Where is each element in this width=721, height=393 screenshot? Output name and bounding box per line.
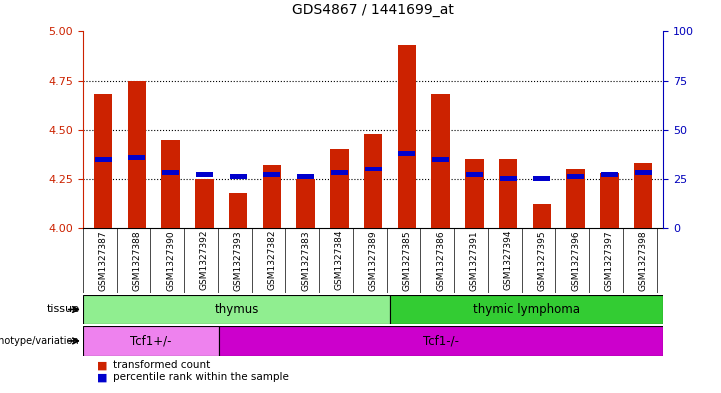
Bar [500,176,516,181]
Bar [219,326,663,356]
Bar [566,169,585,228]
Text: GSM1327384: GSM1327384 [335,230,344,290]
Text: GSM1327388: GSM1327388 [133,230,141,290]
Text: tissue: tissue [46,305,79,314]
Bar [399,151,415,156]
Bar [534,176,550,181]
Bar [128,81,146,228]
Bar [229,193,247,228]
Bar [465,159,484,228]
Text: GDS4867 / 1441699_at: GDS4867 / 1441699_at [292,3,454,17]
Bar [128,155,146,160]
Text: GSM1327382: GSM1327382 [267,230,276,290]
Bar [162,171,179,175]
Text: GSM1327389: GSM1327389 [368,230,378,290]
Bar [431,94,450,228]
Text: genotype/variation: genotype/variation [0,336,79,346]
Bar [230,174,247,179]
Text: GSM1327393: GSM1327393 [234,230,243,290]
Text: percentile rank within the sample: percentile rank within the sample [113,372,289,382]
Bar [94,94,112,228]
Text: GSM1327395: GSM1327395 [537,230,547,290]
Text: GSM1327397: GSM1327397 [605,230,614,290]
Text: ■: ■ [97,360,108,371]
Bar [499,159,518,228]
Bar [196,173,213,177]
Text: GSM1327391: GSM1327391 [470,230,479,290]
Text: GSM1327387: GSM1327387 [99,230,107,290]
Bar [83,326,219,356]
Text: GSM1327398: GSM1327398 [639,230,647,290]
Text: GSM1327396: GSM1327396 [571,230,580,290]
Text: Tcf1-/-: Tcf1-/- [423,334,459,347]
Bar [634,163,653,228]
Bar [83,295,390,324]
Bar [331,171,348,175]
Text: GSM1327392: GSM1327392 [200,230,209,290]
Text: ■: ■ [97,372,108,382]
Text: GSM1327394: GSM1327394 [503,230,513,290]
Bar [432,157,449,162]
Text: Tcf1+/-: Tcf1+/- [131,334,172,347]
Text: GSM1327390: GSM1327390 [166,230,175,290]
Bar [397,45,416,228]
Bar [390,295,663,324]
Text: transformed count: transformed count [113,360,211,371]
Bar [634,171,652,175]
Text: thymic lymphoma: thymic lymphoma [473,303,580,316]
Text: GSM1327386: GSM1327386 [436,230,445,290]
Bar [365,167,381,171]
Text: thymus: thymus [214,303,259,316]
Bar [364,134,382,228]
Bar [567,174,584,179]
Text: GSM1327383: GSM1327383 [301,230,310,290]
Bar [94,157,112,162]
Bar [296,179,315,228]
Bar [297,174,314,179]
Bar [195,179,213,228]
Bar [162,140,180,228]
Bar [533,204,551,228]
Bar [466,173,483,177]
Bar [263,173,280,177]
Bar [601,173,618,177]
Bar [262,165,281,228]
Bar [600,173,619,228]
Text: GSM1327385: GSM1327385 [402,230,412,290]
Bar [330,149,349,228]
